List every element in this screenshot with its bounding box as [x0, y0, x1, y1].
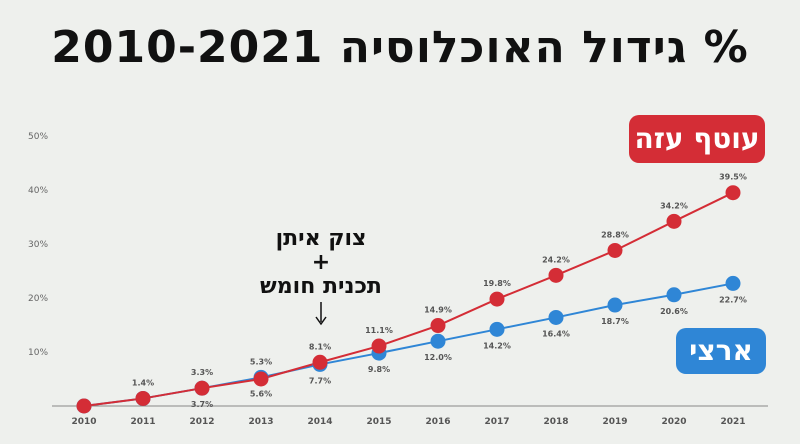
legend-gaza-envelope: עוטף עזה: [629, 115, 765, 163]
data-label-national: 3.7%: [191, 400, 213, 409]
data-label-gaza: 1.4%: [132, 378, 154, 387]
data-point-1: [548, 309, 564, 325]
x-tick-label: 2015: [366, 417, 391, 427]
x-tick-label: 2021: [720, 417, 745, 427]
data-label-gaza: 34.2%: [660, 201, 688, 210]
annotation-operation: צוק איתן + תכנית חומש: [239, 227, 403, 299]
annotation-line-2: +: [311, 250, 331, 275]
data-label-gaza: 28.8%: [601, 230, 629, 239]
x-tick-label: 2016: [425, 417, 450, 427]
data-label-national: 5.6%: [250, 389, 272, 398]
x-tick-label: 2011: [130, 417, 155, 427]
y-tick-label: 20%: [28, 294, 48, 304]
data-point-1: [489, 321, 505, 337]
data-label-national: 16.4%: [542, 329, 570, 338]
y-tick-label: 30%: [28, 240, 48, 250]
data-point-0: [312, 354, 328, 370]
y-tick-label: 10%: [28, 348, 48, 358]
data-point-0: [489, 291, 505, 307]
annotation-line-3: תכנית חומש: [260, 274, 382, 299]
x-tick-label: 2017: [484, 417, 509, 427]
data-label-national: 14.2%: [483, 341, 511, 350]
data-label-gaza: 24.2%: [542, 255, 570, 264]
data-label-national: 22.7%: [719, 295, 747, 304]
x-tick-label: 2012: [189, 417, 214, 427]
data-point-0: [430, 318, 446, 334]
chart-title: % גידול האוכלוסיה 2010-2021: [51, 22, 749, 73]
x-tick-label: 2018: [543, 417, 568, 427]
data-label-national: 5.3%: [250, 357, 272, 366]
annotation-arrow-icon: [315, 302, 327, 326]
data-point-0: [607, 242, 623, 258]
series-line-1: [83, 282, 734, 407]
data-point-0: [666, 213, 682, 229]
data-point-1: [666, 287, 682, 303]
data-label-gaza: 14.9%: [424, 306, 452, 315]
x-tick-label: 2013: [248, 417, 273, 427]
data-point-0: [253, 371, 269, 387]
data-label-gaza: 11.1%: [365, 326, 393, 335]
data-label-gaza: 8.1%: [309, 342, 331, 351]
data-label-national: 9.8%: [368, 365, 390, 374]
data-point-0: [76, 398, 92, 414]
data-point-1: [607, 297, 623, 313]
x-tick-label: 2019: [602, 417, 627, 427]
data-point-0: [371, 338, 387, 354]
data-point-0: [725, 185, 741, 201]
data-label-national: 7.7%: [309, 376, 331, 385]
data-label-national: 18.7%: [601, 317, 629, 326]
y-tick-label: 40%: [28, 186, 48, 196]
data-label-national: 20.6%: [660, 307, 688, 316]
annotation-line-1: צוק איתן: [275, 226, 367, 251]
x-tick-label: 2014: [307, 417, 332, 427]
data-point-1: [430, 333, 446, 349]
data-label-gaza: 19.8%: [483, 279, 511, 288]
data-label-gaza: 39.5%: [719, 173, 747, 182]
legend-national: ארצי: [676, 328, 766, 374]
series-line-0: [83, 191, 734, 407]
data-point-0: [135, 390, 151, 406]
data-point-1: [725, 275, 741, 291]
data-point-0: [548, 267, 564, 283]
data-point-0: [194, 380, 210, 396]
data-label-national: 12.0%: [424, 353, 452, 362]
y-tick-label: 50%: [28, 132, 48, 142]
data-label-gaza: 3.3%: [191, 368, 213, 377]
x-tick-label: 2010: [71, 417, 96, 427]
x-tick-label: 2020: [661, 417, 686, 427]
